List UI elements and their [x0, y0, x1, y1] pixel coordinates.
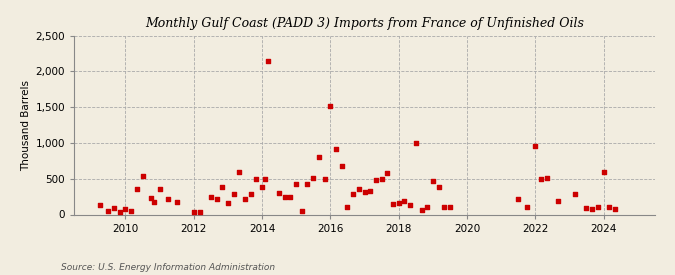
Point [154, 186, 165, 191]
Point [427, 179, 438, 183]
Point [416, 208, 427, 212]
Point [553, 199, 564, 203]
Point [188, 210, 199, 214]
Text: Source: U.S. Energy Information Administration: Source: U.S. Energy Information Administ… [61, 263, 275, 272]
Point [410, 141, 421, 145]
Point [132, 187, 142, 192]
Point [359, 190, 370, 194]
Point [259, 177, 270, 181]
Point [251, 177, 262, 182]
Point [387, 202, 398, 207]
Point [223, 201, 234, 205]
Point [513, 197, 524, 201]
Point [541, 176, 552, 180]
Point [120, 207, 131, 212]
Point [348, 192, 358, 197]
Point [205, 194, 216, 199]
Point [217, 185, 227, 189]
Point [171, 199, 182, 204]
Point [365, 189, 376, 193]
Point [246, 192, 256, 197]
Point [240, 197, 250, 201]
Title: Monthly Gulf Coast (PADD 3) Imports from France of Unfinished Oils: Monthly Gulf Coast (PADD 3) Imports from… [145, 17, 584, 31]
Point [439, 205, 450, 210]
Point [433, 185, 444, 189]
Point [570, 192, 580, 197]
Point [325, 104, 335, 108]
Point [103, 208, 114, 213]
Point [444, 205, 455, 210]
Point [371, 178, 381, 182]
Y-axis label: Thousand Barrels: Thousand Barrels [22, 80, 32, 170]
Point [126, 209, 136, 213]
Point [353, 187, 364, 192]
Point [319, 177, 330, 182]
Point [95, 203, 105, 207]
Point [234, 169, 244, 174]
Point [598, 170, 609, 175]
Point [581, 206, 592, 210]
Point [382, 171, 393, 175]
Point [194, 210, 205, 214]
Point [302, 182, 313, 186]
Point [114, 210, 125, 214]
Point [604, 205, 615, 210]
Point [336, 164, 347, 168]
Point [342, 205, 353, 210]
Point [279, 194, 290, 199]
Point [291, 182, 302, 187]
Point [163, 197, 173, 201]
Point [211, 197, 222, 201]
Point [285, 194, 296, 199]
Point [610, 207, 620, 211]
Point [331, 147, 342, 152]
Point [587, 207, 597, 211]
Point [263, 59, 273, 63]
Point [296, 209, 307, 213]
Point [274, 191, 285, 195]
Point [394, 201, 404, 205]
Point [422, 204, 433, 209]
Point [228, 192, 239, 197]
Point [146, 196, 157, 200]
Point [536, 177, 547, 181]
Point [530, 144, 541, 148]
Point [593, 204, 603, 209]
Point [308, 176, 319, 180]
Point [148, 199, 159, 204]
Point [399, 199, 410, 203]
Point [404, 203, 415, 207]
Point [137, 174, 148, 178]
Point [256, 185, 267, 189]
Point [109, 206, 119, 210]
Point [314, 154, 325, 159]
Point [376, 177, 387, 181]
Point [521, 205, 532, 210]
